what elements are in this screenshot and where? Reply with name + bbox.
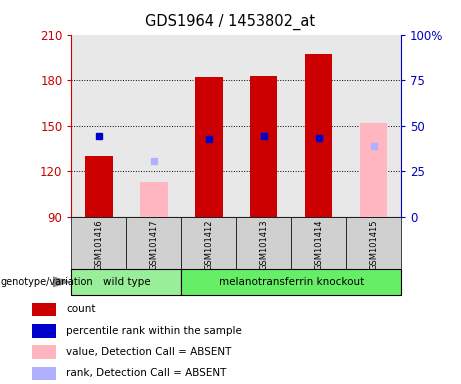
Text: GSM101413: GSM101413	[259, 220, 268, 270]
FancyBboxPatch shape	[291, 217, 346, 269]
Bar	[195, 77, 223, 217]
FancyBboxPatch shape	[346, 217, 401, 269]
Text: GSM101417: GSM101417	[149, 220, 159, 270]
FancyBboxPatch shape	[181, 269, 401, 295]
Bar	[32, 366, 55, 380]
Bar	[32, 345, 55, 359]
Bar	[250, 76, 278, 217]
Text: GSM101416: GSM101416	[95, 220, 103, 270]
Text: GDS1964 / 1453802_at: GDS1964 / 1453802_at	[145, 13, 316, 30]
Bar	[32, 303, 55, 316]
Text: percentile rank within the sample: percentile rank within the sample	[66, 326, 242, 336]
FancyBboxPatch shape	[236, 217, 291, 269]
FancyBboxPatch shape	[71, 217, 126, 269]
Bar	[32, 324, 55, 338]
Text: count: count	[66, 305, 96, 314]
Text: wild type: wild type	[103, 277, 150, 287]
Text: value, Detection Call = ABSENT: value, Detection Call = ABSENT	[66, 347, 232, 357]
Text: rank, Detection Call = ABSENT: rank, Detection Call = ABSENT	[66, 368, 227, 378]
Text: GSM101415: GSM101415	[369, 220, 378, 270]
Bar	[305, 54, 332, 217]
Text: GSM101414: GSM101414	[314, 220, 323, 270]
Bar	[360, 123, 387, 217]
FancyBboxPatch shape	[71, 269, 181, 295]
Text: GSM101412: GSM101412	[204, 220, 213, 270]
Text: genotype/variation: genotype/variation	[0, 277, 93, 287]
FancyBboxPatch shape	[126, 217, 181, 269]
Bar	[140, 182, 168, 217]
Text: melanotransferrin knockout: melanotransferrin knockout	[219, 277, 364, 287]
FancyBboxPatch shape	[181, 217, 236, 269]
Bar	[85, 156, 112, 217]
Polygon shape	[53, 277, 69, 287]
